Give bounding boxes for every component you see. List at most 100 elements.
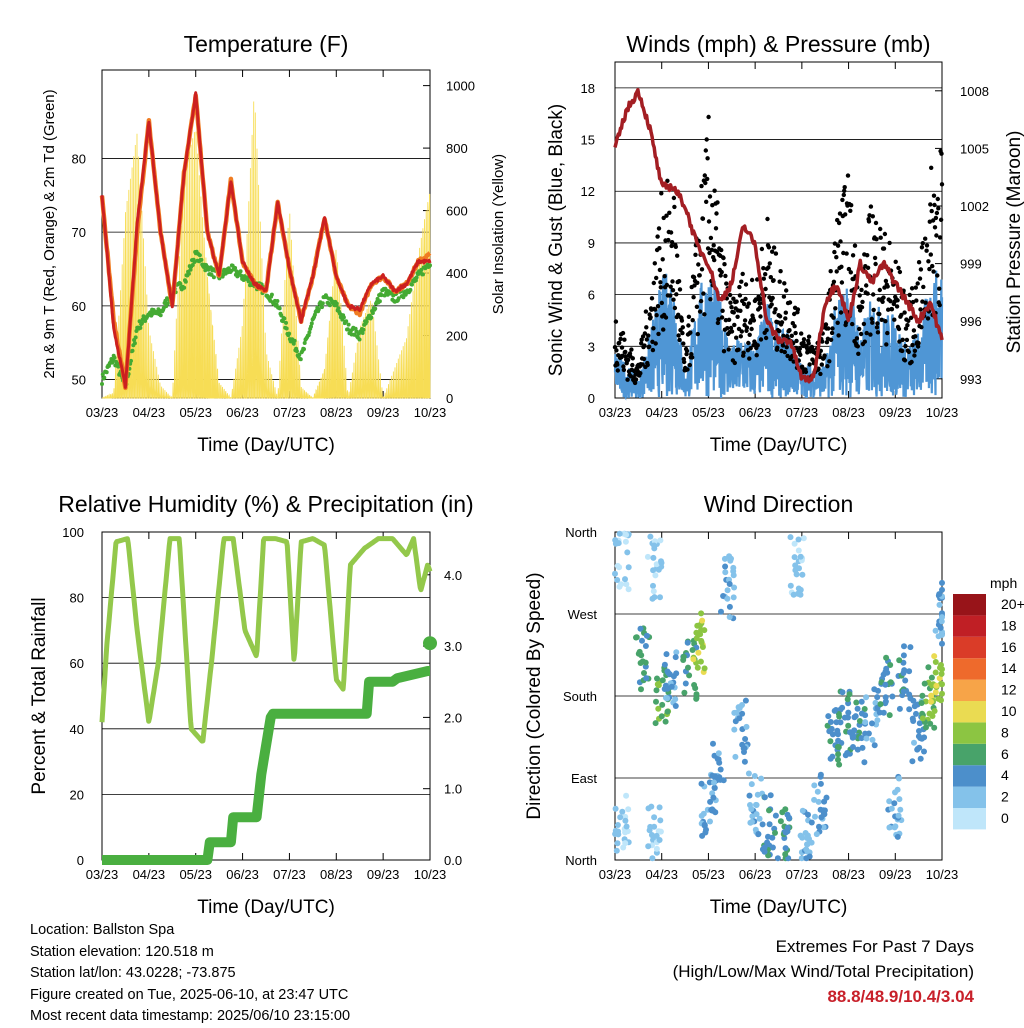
direction-point bbox=[892, 789, 898, 796]
direction-point bbox=[853, 699, 860, 706]
x-tick-label: 07/23 bbox=[786, 867, 819, 882]
y-tick-label: 50 bbox=[72, 373, 86, 388]
y-tick-label: 20 bbox=[70, 787, 84, 802]
gust-point bbox=[857, 326, 862, 332]
direction-point bbox=[921, 680, 928, 687]
gust-point bbox=[780, 343, 786, 348]
direction-point bbox=[625, 586, 632, 593]
direction-point bbox=[681, 689, 688, 696]
gust-point bbox=[882, 231, 888, 237]
gust-point bbox=[835, 320, 840, 325]
direction-point bbox=[906, 706, 913, 713]
x-tick-label: 05/23 bbox=[179, 405, 212, 420]
direction-point bbox=[911, 739, 917, 746]
gust-point bbox=[799, 331, 804, 336]
gust-point bbox=[758, 337, 764, 342]
direction-point bbox=[650, 588, 657, 595]
dewpoint-point bbox=[316, 307, 321, 312]
direction-point bbox=[772, 812, 779, 819]
gust-point bbox=[924, 248, 929, 253]
direction-point bbox=[724, 595, 731, 602]
gust-point bbox=[722, 262, 727, 267]
x-tick-label: 09/23 bbox=[367, 867, 400, 882]
x-axis-label: Time (Day/UTC) bbox=[197, 897, 335, 918]
gust-point bbox=[879, 317, 884, 322]
x-tick-label: 08/23 bbox=[832, 867, 865, 882]
direction-point bbox=[752, 826, 759, 833]
gust-point bbox=[705, 176, 710, 182]
direction-point bbox=[811, 796, 818, 803]
direction-point bbox=[644, 553, 651, 560]
dewpoint-point bbox=[143, 319, 148, 323]
direction-point bbox=[653, 687, 660, 694]
direction-point bbox=[758, 775, 765, 782]
direction-point bbox=[668, 683, 675, 690]
direction-point bbox=[614, 840, 621, 847]
gust-point bbox=[894, 304, 900, 309]
gust-point bbox=[895, 298, 900, 303]
direction-point bbox=[761, 794, 768, 801]
direction-point bbox=[650, 554, 657, 561]
gust-point bbox=[843, 212, 848, 217]
gust-point bbox=[827, 359, 832, 364]
direction-point bbox=[933, 682, 940, 689]
dewpoint-point bbox=[178, 281, 183, 286]
dewpoint-point bbox=[190, 263, 195, 267]
direction-point bbox=[682, 680, 689, 687]
gust-point bbox=[731, 296, 736, 301]
dewpoint-point bbox=[360, 331, 365, 335]
gust-point bbox=[923, 300, 928, 305]
gust-point bbox=[668, 284, 673, 289]
direction-point bbox=[751, 773, 758, 779]
extremes-values: 88.8/48.9/10.4/3.04 bbox=[827, 987, 974, 1006]
direction-point bbox=[919, 710, 926, 717]
direction-point bbox=[690, 656, 697, 663]
dewpoint-point bbox=[104, 370, 109, 375]
gust-point bbox=[795, 307, 801, 312]
direction-point bbox=[900, 652, 907, 659]
gust-point bbox=[794, 338, 799, 344]
y2-tick-label: 1.0 bbox=[444, 782, 462, 797]
gust-point bbox=[916, 260, 922, 265]
series-pressure bbox=[613, 87, 944, 384]
gust-point bbox=[765, 216, 770, 222]
gust-point bbox=[649, 296, 655, 301]
direction-point bbox=[746, 792, 753, 799]
direction-point bbox=[938, 680, 944, 687]
direction-point bbox=[901, 643, 907, 650]
dewpoint-point bbox=[130, 348, 135, 353]
direction-point bbox=[896, 657, 903, 664]
direction-point bbox=[804, 848, 811, 855]
direction-point bbox=[900, 688, 907, 695]
gust-point bbox=[867, 213, 872, 218]
x-tick-label: 09/23 bbox=[367, 405, 400, 420]
direction-point bbox=[854, 705, 861, 712]
direction-point bbox=[782, 851, 789, 858]
gust-point bbox=[744, 325, 750, 330]
direction-point bbox=[739, 741, 746, 748]
direction-point bbox=[845, 722, 852, 729]
y-tick-label: South bbox=[563, 689, 597, 704]
gust-point bbox=[926, 259, 931, 264]
gust-point bbox=[712, 257, 717, 263]
direction-point bbox=[662, 718, 669, 725]
direction-point bbox=[615, 540, 622, 547]
gust-point bbox=[924, 243, 930, 248]
gust-point bbox=[741, 350, 746, 355]
gust-point bbox=[677, 287, 683, 292]
gust-point bbox=[693, 252, 698, 257]
direction-point bbox=[936, 591, 943, 598]
gust-point bbox=[900, 337, 905, 342]
direction-point bbox=[700, 810, 707, 817]
direction-point bbox=[939, 579, 945, 586]
direction-point bbox=[684, 639, 691, 646]
x-tick-label: 06/23 bbox=[739, 405, 772, 420]
gust-point bbox=[632, 380, 638, 386]
gust-point bbox=[615, 362, 620, 367]
gust-point bbox=[670, 279, 675, 284]
legend-label: 2 bbox=[1001, 789, 1009, 805]
direction-point bbox=[850, 744, 856, 750]
direction-point bbox=[897, 806, 904, 813]
x-tick-label: 07/23 bbox=[273, 867, 306, 882]
direction-point bbox=[799, 834, 806, 841]
